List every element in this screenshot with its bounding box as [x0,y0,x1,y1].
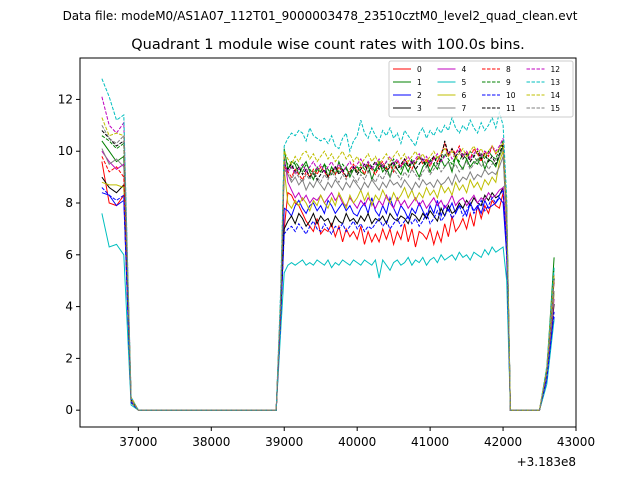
axes-background [80,58,576,427]
series-line-1 [101,140,555,411]
legend-label-7: 7 [462,104,467,113]
x-axis: 37000 38000 39000 40000 41000 42000 43000 [119,427,595,449]
legend-label-11: 11 [506,104,516,113]
y-tick-label: 4 [65,300,73,314]
y-tick-label: 6 [65,248,73,262]
y-axis: 0 2 4 6 8 10 12 [58,92,80,417]
legend-label-9: 9 [506,78,511,87]
legend-label-0: 0 [417,65,422,74]
legend-box [388,60,574,118]
legend-label-14: 14 [551,91,561,100]
legend-label-4: 4 [462,65,467,74]
legend-label-2: 2 [417,91,422,100]
series-line-4 [101,150,555,411]
y-tick-label: 0 [65,403,73,417]
series-line-13 [101,78,555,411]
x-tick-label: 38000 [192,435,230,449]
series-line-2 [101,192,555,411]
series-line-12 [101,96,555,411]
series-line-6 [101,151,555,411]
legend-label-6: 6 [462,91,467,100]
legend-label-10: 10 [506,91,516,100]
y-tick-label: 8 [65,196,73,210]
series-line-14 [101,117,555,411]
axes-frame [79,57,577,428]
series-line-7 [101,148,555,411]
legend-label-12: 12 [551,65,561,74]
x-tick-label: 41000 [411,435,449,449]
x-tick-label: 39000 [265,435,303,449]
x-tick-label: 43000 [557,435,595,449]
legend-label-1: 1 [417,78,422,87]
legend-label-13: 13 [551,78,561,87]
x-tick-label: 37000 [119,435,157,449]
legend-label-15: 15 [551,104,561,113]
plot-area [79,57,577,428]
legend-label-3: 3 [417,104,422,113]
legend-label-8: 8 [506,65,511,74]
series-line-15 [101,125,555,411]
y-tick-label: 12 [58,92,73,106]
x-offset-label: +3.183e8 [517,455,576,469]
x-tick-label: 42000 [484,435,522,449]
series-line-10 [101,187,555,411]
legend-label-5: 5 [462,78,467,87]
chart-title: Quadrant 1 module wise count rates with … [131,37,525,53]
series-line-5 [101,213,555,411]
y-tick-label: 2 [65,351,73,365]
y-tick-label: 10 [58,144,73,158]
figure-suptitle: Data file: modeM0/AS1A07_112T01_90000034… [63,9,578,23]
series-layer [101,78,555,411]
x-tick-label: 40000 [338,435,376,449]
